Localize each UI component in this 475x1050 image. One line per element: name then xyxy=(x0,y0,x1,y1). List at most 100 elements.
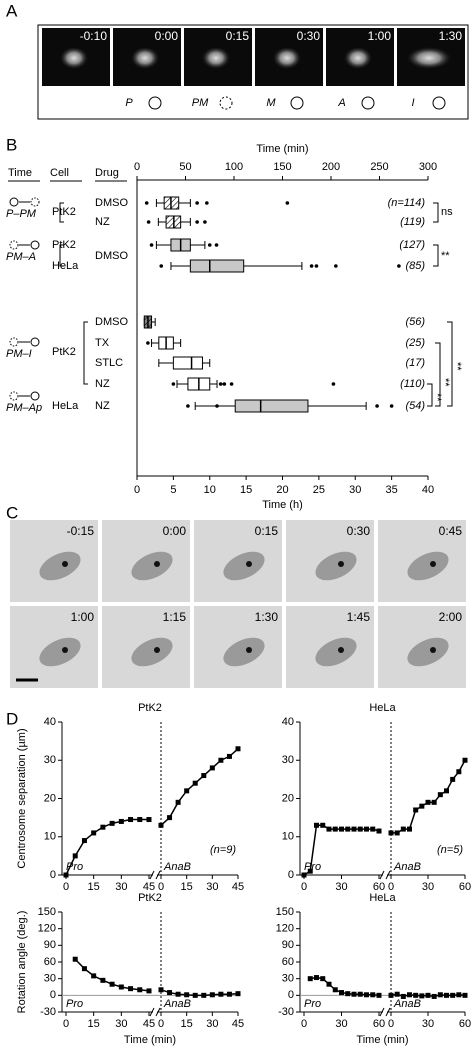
x-tick-label: 30 xyxy=(335,1018,347,1030)
x-tick-label: 50 xyxy=(179,161,191,173)
drug-label: NZ xyxy=(95,378,110,390)
centrosome xyxy=(338,561,344,567)
mean-marker xyxy=(437,992,443,998)
mean-line xyxy=(160,748,239,826)
cell-body xyxy=(39,551,81,581)
centrosome xyxy=(154,647,160,653)
mean-marker xyxy=(413,807,419,813)
outlier xyxy=(149,243,154,247)
y-tick-label: 150 xyxy=(38,906,56,918)
x-tick-label: 0 xyxy=(388,1018,394,1030)
drug-label: STLC xyxy=(95,357,123,369)
mean-marker xyxy=(345,991,351,997)
phase-symbol xyxy=(148,96,162,110)
significance: ** xyxy=(439,378,451,387)
break-mark xyxy=(379,870,385,880)
outlier xyxy=(331,382,336,386)
mean-marker xyxy=(419,803,425,809)
transition-symbol xyxy=(30,240,40,250)
frame-time: -0:15 xyxy=(67,524,95,538)
phase-label: M xyxy=(266,97,276,109)
centrosome xyxy=(62,561,68,567)
mean-marker xyxy=(444,992,449,998)
phase-label: AnaB xyxy=(163,998,191,1010)
mean-marker xyxy=(407,826,412,832)
drug-label: DMSO xyxy=(95,197,128,209)
sig-bracket xyxy=(435,342,441,407)
panel-label: C xyxy=(6,503,18,522)
mean-marker xyxy=(201,773,207,779)
y-tick-label: 10 xyxy=(282,831,294,843)
mean-marker xyxy=(307,976,313,982)
n-label: (54) xyxy=(405,400,425,412)
n-label: (85) xyxy=(405,260,425,272)
chromatin xyxy=(60,47,88,69)
phase-symbol xyxy=(361,96,375,110)
y-tick-label: 30 xyxy=(282,754,294,766)
frame-time: 1:30 xyxy=(439,29,463,43)
y-tick-label: -30 xyxy=(278,1006,294,1018)
y-tick-label: 30 xyxy=(44,754,56,766)
chromatin xyxy=(202,47,230,69)
mean-marker xyxy=(444,788,449,794)
y-tick-label: 30 xyxy=(282,973,294,985)
mean-marker xyxy=(425,992,431,998)
mean-marker xyxy=(339,990,344,996)
mean-marker xyxy=(158,987,164,993)
mean-marker xyxy=(413,992,419,998)
phase-label: P xyxy=(125,97,133,109)
x-tick-label: 15 xyxy=(88,1018,100,1030)
mean-marker xyxy=(320,822,326,828)
centrosome xyxy=(246,647,252,653)
mean-marker xyxy=(370,992,376,998)
x-tick-label: 30 xyxy=(206,881,218,893)
y-tick-label: 60 xyxy=(44,956,56,968)
y-axis-title: Centrosome separation (µm) xyxy=(16,728,28,868)
x-tick-label: 0 xyxy=(134,484,140,496)
chart-title: PtK2 xyxy=(138,892,162,904)
outlier xyxy=(159,264,164,268)
x-tick-label: 45 xyxy=(143,1018,155,1030)
mean-marker xyxy=(388,992,394,998)
phase-label: AnaB xyxy=(163,861,191,873)
mean-marker xyxy=(91,830,97,836)
y-tick-label: 40 xyxy=(44,716,56,728)
mean-marker xyxy=(167,815,173,821)
y-tick-label: 0 xyxy=(288,989,294,1001)
outlier xyxy=(334,264,338,268)
x-tick-label: 30 xyxy=(115,1018,127,1030)
cell-label: HeLa xyxy=(52,400,79,412)
x-tick-label: 40 xyxy=(422,484,434,496)
centrosome xyxy=(430,561,436,567)
mean-marker xyxy=(128,817,134,823)
frame-time: 0:30 xyxy=(297,29,321,43)
y-tick-label: 20 xyxy=(44,792,56,804)
x-tick-label: 0 xyxy=(301,881,307,893)
mean-marker xyxy=(118,818,124,824)
mean-marker xyxy=(456,992,462,998)
mean-marker xyxy=(201,992,207,998)
mean-marker xyxy=(376,828,382,834)
x-tick-label: 20 xyxy=(276,484,288,496)
mean-marker xyxy=(128,986,134,992)
cell-label: PtK2 xyxy=(52,346,76,358)
x-tick-label: 15 xyxy=(88,881,100,893)
phase-symbol xyxy=(219,96,233,110)
x-tick-label: 0 xyxy=(158,881,164,893)
mean-marker xyxy=(332,987,338,993)
mean-marker xyxy=(209,992,215,998)
phase-label: AnaB xyxy=(393,861,421,873)
mean-marker xyxy=(81,966,87,972)
x-tick-label: 10 xyxy=(204,484,216,496)
x-tick-label: 300 xyxy=(419,161,437,173)
transition-symbol xyxy=(30,391,40,401)
x-tick-label: 30 xyxy=(422,1018,434,1030)
y-tick-label: -30 xyxy=(40,1006,56,1018)
mean-marker xyxy=(462,757,468,763)
y-tick-label: 90 xyxy=(282,939,294,951)
mean-marker xyxy=(400,826,406,832)
x-tick-label: 0 xyxy=(388,881,394,893)
phase-symbol xyxy=(290,96,304,110)
y-tick-label: 20 xyxy=(282,792,294,804)
outlier xyxy=(195,220,199,224)
